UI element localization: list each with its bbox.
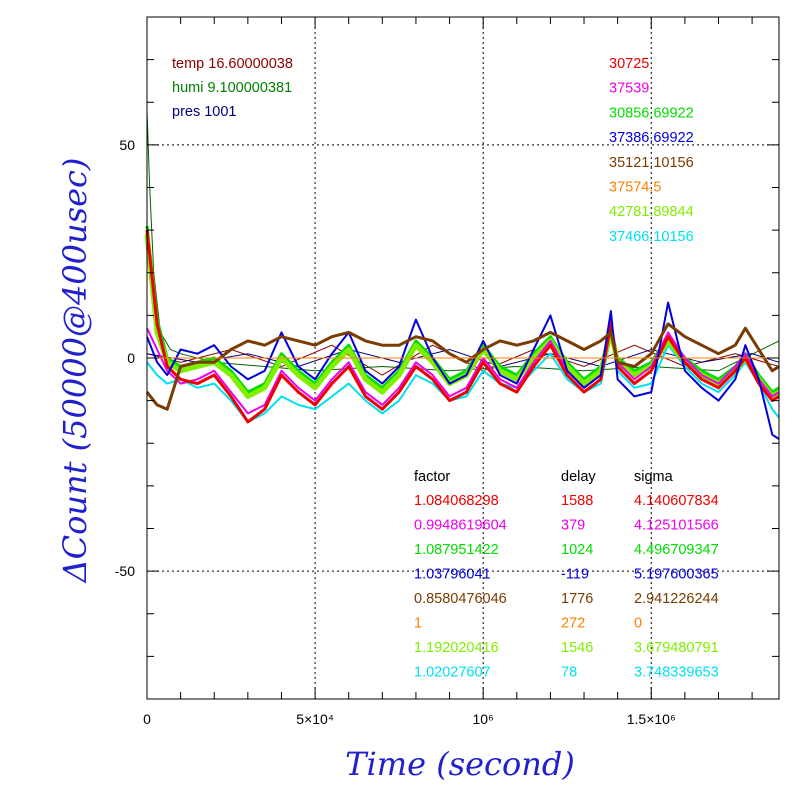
table-cell: 4.140607834 (634, 493, 719, 509)
table-cell: 3.679480791 (634, 640, 719, 656)
table-header: sigma (634, 469, 674, 485)
table-cell: 1588 (561, 493, 593, 509)
table-cell: 0.9948619604 (414, 518, 507, 534)
x-tick-label: 10⁶ (472, 711, 493, 727)
table-cell: 379 (561, 518, 585, 534)
table-cell: 0.8580476046 (414, 591, 507, 607)
table-cell: 78 (561, 665, 577, 681)
y-tick-label: -50 (115, 563, 135, 579)
y-axis-title: ΔCount (50000@400usec) (56, 158, 94, 585)
series-line (145, 322, 780, 411)
env-reading: pres 1001 (172, 104, 237, 120)
table-cell: 1 (414, 616, 422, 632)
x-tick-label: 1.5×10⁶ (627, 711, 676, 727)
table-cell: 1776 (561, 591, 593, 607)
table-cell: 2.941226244 (634, 591, 719, 607)
y-tick-label: 50 (119, 137, 135, 153)
x-axis-title: Time (second) (345, 745, 575, 783)
x-tick-label: 5×10⁴ (296, 711, 334, 727)
table-cell: 1.087951422 (414, 542, 499, 558)
series-mean: 37386.69922 (609, 130, 694, 146)
table-cell: 0 (634, 616, 642, 632)
y-tick-label: 0 (127, 350, 135, 366)
table-cell: -119 (561, 567, 589, 583)
series-line (146, 318, 780, 415)
series-mean: 30725 (609, 56, 649, 72)
series-mean: 37574.5 (609, 180, 661, 196)
table-cell: 1.03796041 (414, 567, 491, 583)
table-cell: 1.192020416 (414, 640, 499, 656)
env-reading: temp 16.60000038 (172, 56, 293, 72)
table-cell: 272 (561, 616, 585, 632)
table-cell: 1.084068298 (414, 493, 499, 509)
tick-labels: 0 5×10⁴ 10⁶ 1.5×10⁶ 50 0 -50 (115, 137, 676, 727)
series-lines (144, 225, 781, 440)
ticks (147, 17, 779, 699)
table-cell: 1024 (561, 542, 593, 558)
series-mean: 30856.69922 (609, 105, 694, 121)
table-cell: 4.125101566 (634, 518, 719, 534)
table-header: delay (561, 469, 596, 485)
x-tick-label: 0 (143, 711, 151, 727)
table-cell: 4.496709347 (634, 542, 719, 558)
table-cell: 1.02027607 (414, 665, 491, 681)
annotations: temp 16.60000038 humi 9.100000381 pres 100… (172, 56, 719, 681)
table-cell: 5.197600365 (634, 567, 719, 583)
series-line (145, 229, 780, 424)
series-mean: 37539 (609, 81, 649, 97)
table-cell: 3.748339653 (634, 665, 719, 681)
table-cell: 1546 (561, 640, 593, 656)
env-reading: humi 9.100000381 (172, 80, 292, 96)
series-mean: 37466.10156 (609, 229, 694, 245)
series-mean: 35121.10156 (609, 155, 694, 171)
table-header: factor (414, 469, 450, 485)
series-mean: 42781.89844 (609, 204, 694, 220)
